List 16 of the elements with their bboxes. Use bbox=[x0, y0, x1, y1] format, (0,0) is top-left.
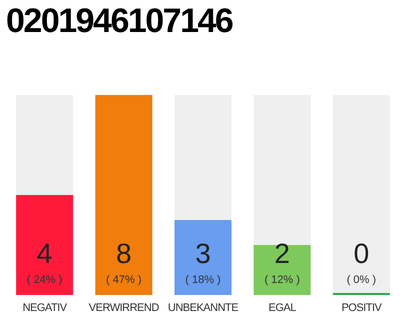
data-label: 3 bbox=[195, 238, 211, 269]
x-tick-label: VERWIRREND bbox=[88, 302, 160, 314]
x-tick-label: EGAL bbox=[268, 302, 296, 314]
x-tick-label: POSITIV bbox=[341, 302, 383, 314]
annotation: ( 24% ) bbox=[26, 274, 62, 286]
annotation: ( 0% ) bbox=[346, 274, 376, 286]
data-label: 8 bbox=[116, 238, 132, 269]
x-tick-label: UNBEKANNTE bbox=[168, 302, 238, 314]
annotation: ( 47% ) bbox=[106, 274, 142, 286]
chart-title: 0201946107146 bbox=[6, 2, 232, 41]
data-label: 4 bbox=[36, 238, 52, 269]
x-tick-label: NEGATIV bbox=[22, 302, 68, 314]
annotation: ( 12% ) bbox=[264, 274, 300, 286]
data-label: 0 bbox=[354, 238, 370, 269]
annotation: ( 18% ) bbox=[185, 274, 221, 286]
data-label: 2 bbox=[274, 238, 290, 269]
